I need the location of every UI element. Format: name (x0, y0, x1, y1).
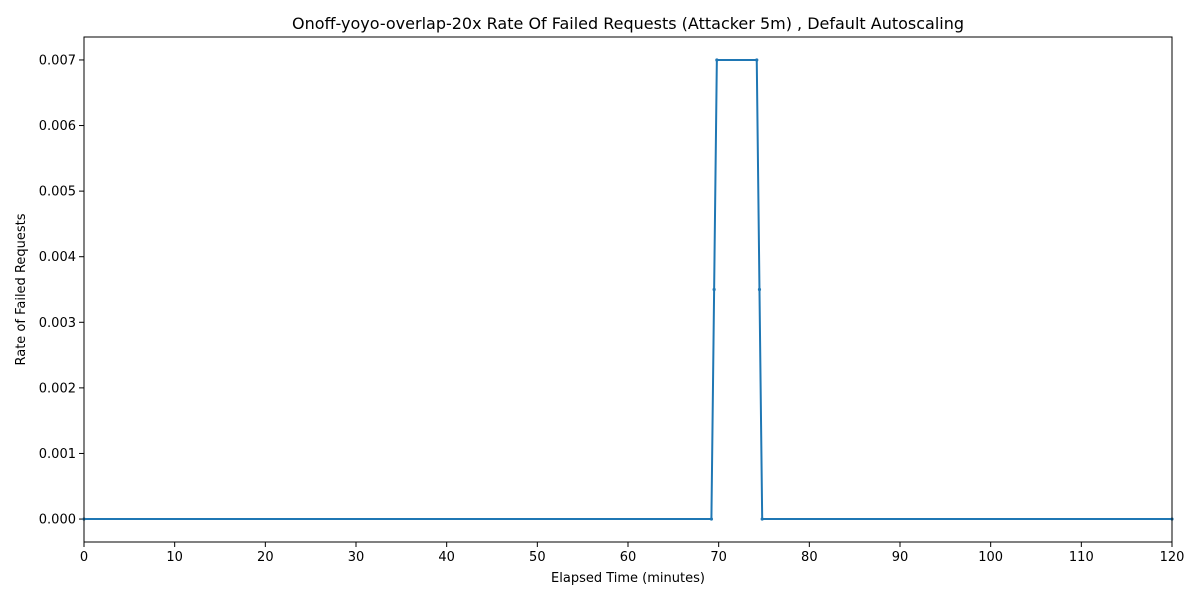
data-point (760, 517, 764, 521)
y-tick-label: 0.002 (39, 381, 76, 396)
x-tick-label: 120 (1160, 550, 1185, 565)
plot-frame (83, 36, 1173, 543)
x-tick-label: 10 (166, 550, 183, 565)
data-point (709, 517, 714, 521)
x-tick-label: 40 (438, 550, 455, 565)
x-tick-label: 70 (710, 550, 727, 565)
y-tick-label: 0.006 (39, 119, 76, 134)
data-point (757, 287, 762, 292)
series-line (84, 58, 1172, 521)
x-tick-label: 90 (892, 550, 909, 565)
x-tick-label: 30 (348, 550, 365, 565)
data-point (755, 58, 759, 62)
y-tick-label: 0.005 (39, 185, 76, 200)
y-axis-ticks: 0.000 0.001 0.002 0.003 0.004 0.005 0.006 0.007 (39, 53, 84, 528)
x-tick-label: 80 (801, 550, 818, 565)
data-point (712, 287, 716, 292)
y-axis-label: Rate of Failed Requests (14, 213, 29, 365)
x-tick-label: 20 (257, 550, 274, 565)
chart-title: Onoff-yoyo-overlap-20x Rate Of Failed Re… (292, 14, 964, 33)
x-axis-ticks: 0 10 20 30 40 50 60 70 80 90 100 110 120 (80, 542, 1185, 565)
y-tick-label: 0.007 (39, 53, 76, 68)
x-tick-label: 60 (620, 550, 637, 565)
y-tick-label: 0.003 (39, 316, 76, 331)
x-tick-label: 100 (978, 550, 1003, 565)
x-axis-label: Elapsed Time (minutes) (551, 571, 705, 586)
plot-series (82, 58, 1174, 521)
x-tick-label: 110 (1069, 550, 1094, 565)
y-tick-label: 0.004 (39, 250, 76, 265)
x-tick-label: 50 (529, 550, 546, 565)
y-tick-label: 0.000 (39, 513, 76, 528)
y-tick-label: 0.001 (39, 447, 76, 462)
x-tick-label: 0 (80, 550, 88, 565)
data-point (715, 58, 719, 62)
